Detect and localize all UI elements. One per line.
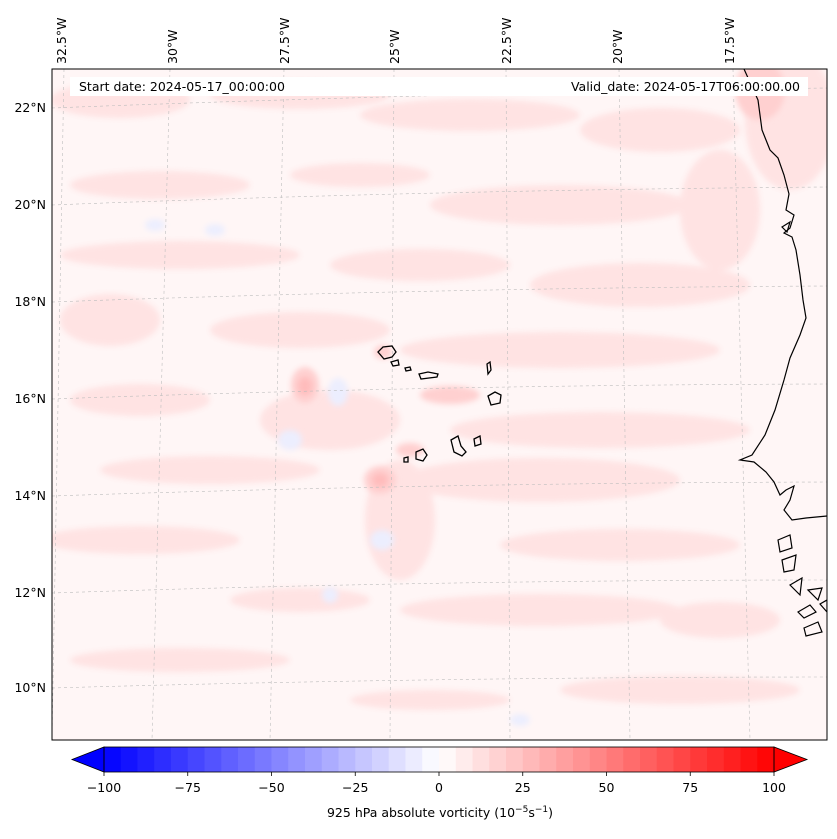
island-fogo: [415, 448, 428, 462]
colorbar-segment: [405, 747, 423, 772]
colorbar-segment: [204, 747, 222, 772]
lon-label: 32.5°W: [54, 18, 69, 64]
colorbar-segment: [573, 747, 591, 772]
island-santo-antao: [377, 345, 397, 360]
colorbar-segment: [640, 747, 658, 772]
colorbar-segment: [673, 747, 691, 772]
colorbar-segment: [187, 747, 205, 772]
lat-label: 18°N: [14, 294, 46, 309]
colorbar-tick-label: −75: [175, 780, 201, 795]
lat-label: 10°N: [14, 680, 46, 695]
island-brava: [403, 456, 409, 463]
colorbar-extend-max: [773, 746, 809, 773]
vorticity-field: [52, 69, 827, 740]
colorbar-extend-min: [70, 746, 105, 773]
gridlines: [52, 69, 827, 740]
colorbar-segment: [321, 747, 339, 772]
lat-label: 14°N: [14, 488, 46, 503]
colorbar-segment: [656, 747, 674, 772]
colorbar-segment: [104, 747, 122, 772]
colorbar-segment: [740, 747, 758, 772]
colorbar-segment: [372, 747, 390, 772]
colorbar-segment: [288, 747, 306, 772]
colorbar-segment: [623, 747, 641, 772]
lon-label: 17.5°W: [722, 18, 737, 64]
latitude-labels: 22°N 20°N 18°N 16°N 14°N 12°N 10°N: [14, 100, 46, 695]
lon-label: 27.5°W: [277, 18, 292, 64]
colorbar-segment: [472, 747, 490, 772]
longitude-labels: 32.5°W 30°W 27.5°W 25°W 22.5°W 20°W 17.5…: [54, 18, 737, 64]
valid-date: Valid_date: 2024-05-17T06:00:00.00: [571, 79, 800, 94]
lon-label: 25°W: [387, 29, 402, 64]
island-sal: [486, 360, 492, 376]
colorbar-segment: [455, 747, 473, 772]
colorbar-segment: [757, 747, 775, 772]
island-sao-nicolau: [418, 371, 439, 380]
colorbar-segment: [355, 747, 373, 772]
colorbar-tick-label: 75: [682, 780, 698, 795]
lat-label: 20°N: [14, 197, 46, 212]
colorbar-segment: [556, 747, 574, 772]
colorbar-tick-label: 25: [515, 780, 531, 795]
island-boa-vista: [487, 391, 502, 406]
colorbar-tick-label: −50: [258, 780, 284, 795]
lat-label: 16°N: [14, 391, 46, 406]
start-date: Start date: 2024-05-17_00:00:00: [79, 79, 285, 94]
island-santa-luzia: [404, 366, 412, 372]
colorbar-segment: [305, 747, 323, 772]
island-santiago: [450, 435, 467, 457]
colorbar-segment: [606, 747, 624, 772]
header-background: [70, 77, 808, 96]
lon-label: 30°W: [165, 29, 180, 64]
colorbar: [70, 746, 809, 773]
colorbar-segment: [238, 747, 256, 772]
colorbar-segment: [439, 747, 457, 772]
map-frame: [51, 68, 828, 741]
colorbar-segment: [388, 747, 406, 772]
colorbar-segment: [221, 747, 239, 772]
island-maio: [473, 435, 482, 447]
island-sao-vicente: [390, 359, 400, 367]
lon-label: 20°W: [610, 29, 625, 64]
colorbar-tick-label: −25: [342, 780, 368, 795]
colorbar-segment: [154, 747, 172, 772]
colorbar-segment: [254, 747, 272, 772]
colorbar-segment: [338, 747, 356, 772]
colorbar-segment: [489, 747, 507, 772]
coastline: [737, 69, 827, 637]
colorbar-label: 925 hPa absolute vorticity (10−5s−1): [326, 805, 553, 821]
colorbar-tick-label: 50: [599, 780, 615, 795]
colorbar-segment: [589, 747, 607, 772]
colorbar-ticks: −100 −75 −50 −25 0 25 50 75 100: [87, 772, 786, 795]
colorbar-segment: [120, 747, 138, 772]
colorbar-segment: [539, 747, 557, 772]
lat-label: 12°N: [14, 585, 46, 600]
coastline-west-africa: [737, 69, 827, 521]
colorbar-segment: [707, 747, 725, 772]
colorbar-segment: [171, 747, 189, 772]
colorbar-segment: [271, 747, 289, 772]
colorbar-segment: [522, 747, 540, 772]
colorbar-tick-label: −100: [87, 780, 121, 795]
lon-label: 22.5°W: [499, 18, 514, 64]
colorbar-segment: [723, 747, 741, 772]
colorbar-segment: [422, 747, 440, 772]
colorbar-segment: [506, 747, 524, 772]
colorbar-segment: [690, 747, 708, 772]
colorbar-segment: [137, 747, 155, 772]
colorbar-tick-label: 0: [435, 780, 443, 795]
colorbar-tick-label: 100: [762, 780, 786, 795]
lat-label: 22°N: [14, 100, 46, 115]
cabo-verde-islands: [377, 345, 502, 463]
